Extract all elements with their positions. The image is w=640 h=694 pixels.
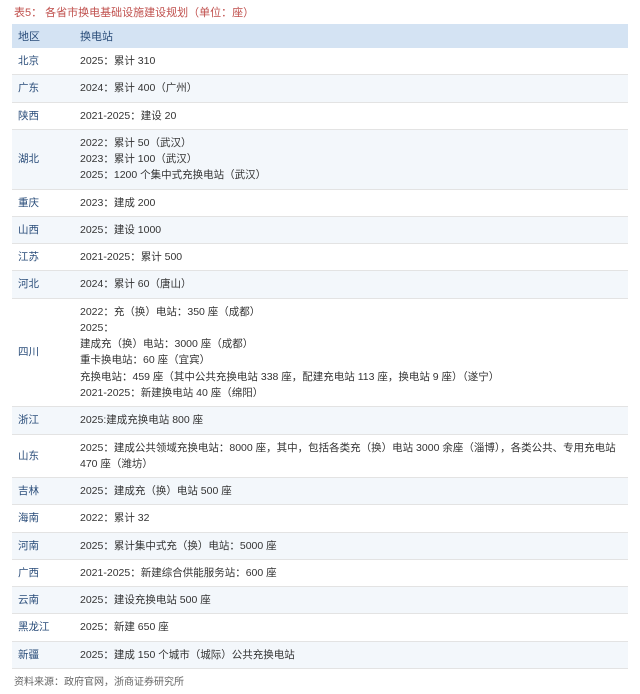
plan-line: 2021-2025：建设 20: [80, 108, 622, 124]
cell-plan: 2022：充（换）电站：350 座（成都）2025：建成充（换）电站：3000 …: [74, 298, 628, 407]
cell-region: 新疆: [12, 641, 74, 668]
table-row: 江苏 2021-2025：累计 500: [12, 244, 628, 271]
plan-line: 2022：累计 32: [80, 510, 622, 526]
cell-plan: 2025：建成充（换）电站 500 座: [74, 478, 628, 505]
cell-region: 广西: [12, 559, 74, 586]
cell-plan: 2025：新建 650 座: [74, 614, 628, 641]
plan-line: 2024：累计 400（广州）: [80, 80, 622, 96]
table-row: 湖北2022：累计 50（武汉）2023：累计 100（武汉）2025：1200…: [12, 129, 628, 189]
cell-region: 江苏: [12, 244, 74, 271]
cell-region: 云南: [12, 587, 74, 614]
cell-plan: 2021-2025：建设 20: [74, 102, 628, 129]
cell-plan: 2023：建成 200: [74, 189, 628, 216]
plan-line: 2025：建设充换电站 500 座: [80, 592, 622, 608]
cell-region: 陕西: [12, 102, 74, 129]
plan-line: 2021-2025：累计 500: [80, 249, 622, 265]
cell-plan: 2022：累计 32: [74, 505, 628, 532]
header-plan: 换电站: [74, 24, 628, 48]
cell-region: 广东: [12, 75, 74, 102]
plan-line: 2024：累计 60（唐山）: [80, 276, 622, 292]
plan-line: 2025：建成充（换）电站 500 座: [80, 483, 622, 499]
table-row: 河北 2024：累计 60（唐山）: [12, 271, 628, 298]
cell-plan: 2021-2025：累计 500: [74, 244, 628, 271]
table-caption: 表5： 各省市换电基础设施建设规划（单位：座）: [12, 4, 628, 20]
plan-line: 2025：: [80, 320, 622, 336]
cell-plan: 2025：建成 150 个城市（城际）公共充换电站: [74, 641, 628, 668]
plan-line: 2023：建成 200: [80, 195, 622, 211]
table-row: 吉林 2025：建成充（换）电站 500 座: [12, 478, 628, 505]
plan-line: 2025:建成充换电站 800 座: [80, 412, 622, 428]
table-row: 浙江 2025:建成充换电站 800 座: [12, 407, 628, 434]
plan-line: 2021-2025：新建换电站 40 座（绵阳）: [80, 385, 622, 401]
cell-region: 湖北: [12, 129, 74, 189]
plan-line: 2025：1200 个集中式充换电站（武汉）: [80, 167, 622, 183]
plan-line: 2021-2025：新建综合供能服务站：600 座: [80, 565, 622, 581]
cell-plan: 2021-2025：新建综合供能服务站：600 座: [74, 559, 628, 586]
plan-line: 2025：新建 650 座: [80, 619, 622, 635]
cell-plan: 2025：累计 310: [74, 48, 628, 75]
cell-plan: 2022：累计 50（武汉）2023：累计 100（武汉）2025：1200 个…: [74, 129, 628, 189]
cell-region: 山西: [12, 216, 74, 243]
cell-region: 北京: [12, 48, 74, 75]
table-source: 资料来源：政府官网，浙商证券研究所: [12, 673, 628, 688]
table-row: 北京 2025：累计 310: [12, 48, 628, 75]
cell-region: 四川: [12, 298, 74, 407]
table-row: 四川2022：充（换）电站：350 座（成都）2025：建成充（换）电站：300…: [12, 298, 628, 407]
cell-region: 海南: [12, 505, 74, 532]
plan-line: 重卡换电站：60 座（宜宾）: [80, 352, 622, 368]
table-row: 广东 2024：累计 400（广州）: [12, 75, 628, 102]
table-row: 山东2025：建成公共领域充换电站：8000 座，其中，包括各类充（换）电站 3…: [12, 434, 628, 478]
plan-line: 2025：建成 150 个城市（城际）公共充换电站: [80, 647, 622, 663]
table-row: 新疆 2025：建成 150 个城市（城际）公共充换电站: [12, 641, 628, 668]
plan-line: 2022：累计 50（武汉）: [80, 135, 622, 151]
table-row: 山西 2025：建设 1000: [12, 216, 628, 243]
plan-line: 2025：建成公共领域充换电站：8000 座，其中，包括各类充（换）电站 300…: [80, 440, 622, 473]
cell-region: 吉林: [12, 478, 74, 505]
table-row: 云南 2025：建设充换电站 500 座: [12, 587, 628, 614]
table-header: 地区 换电站: [12, 24, 628, 48]
cell-plan: 2024：累计 60（唐山）: [74, 271, 628, 298]
cell-region: 重庆: [12, 189, 74, 216]
cell-plan: 2025：建成公共领域充换电站：8000 座，其中，包括各类充（换）电站 300…: [74, 434, 628, 478]
plan-line: 2022：充（换）电站：350 座（成都）: [80, 304, 622, 320]
cell-region: 山东: [12, 434, 74, 478]
table-row: 陕西 2021-2025：建设 20: [12, 102, 628, 129]
cell-plan: 2025:建成充换电站 800 座: [74, 407, 628, 434]
plan-line: 2025：建设 1000: [80, 222, 622, 238]
plan-line: 2023：累计 100（武汉）: [80, 151, 622, 167]
cell-region: 浙江: [12, 407, 74, 434]
cell-plan: 2025：建设 1000: [74, 216, 628, 243]
table-row: 广西 2021-2025：新建综合供能服务站：600 座: [12, 559, 628, 586]
cell-plan: 2025：建设充换电站 500 座: [74, 587, 628, 614]
cell-plan: 2024：累计 400（广州）: [74, 75, 628, 102]
table-row: 海南 2022：累计 32: [12, 505, 628, 532]
cell-region: 河北: [12, 271, 74, 298]
plan-line: 充换电站：459 座（其中公共充换电站 338 座，配建充电站 113 座，换电…: [80, 369, 622, 385]
cell-plan: 2025：累计集中式充（换）电站：5000 座: [74, 532, 628, 559]
plan-line: 建成充（换）电站：3000 座（成都）: [80, 336, 622, 352]
plan-line: 2025：累计 310: [80, 53, 622, 69]
plan-line: 2025：累计集中式充（换）电站：5000 座: [80, 538, 622, 554]
cell-region: 黑龙江: [12, 614, 74, 641]
table-body: 北京 2025：累计 310 广东 2024：累计 400（广州） 陕西 2021-202…: [12, 48, 628, 668]
table-row: 河南 2025：累计集中式充（换）电站：5000 座: [12, 532, 628, 559]
header-region: 地区: [12, 24, 74, 48]
plan-table: 地区 换电站 北京2025：累计 310广东2024：累计 400（广州）陕西2…: [12, 24, 628, 669]
table-container: 表5： 各省市换电基础设施建设规划（单位：座） 地区 换电站 北京 2025：累计…: [0, 0, 640, 694]
table-row: 重庆 2023：建成 200: [12, 189, 628, 216]
table-row: 黑龙江 2025：新建 650 座: [12, 614, 628, 641]
cell-region: 河南: [12, 532, 74, 559]
